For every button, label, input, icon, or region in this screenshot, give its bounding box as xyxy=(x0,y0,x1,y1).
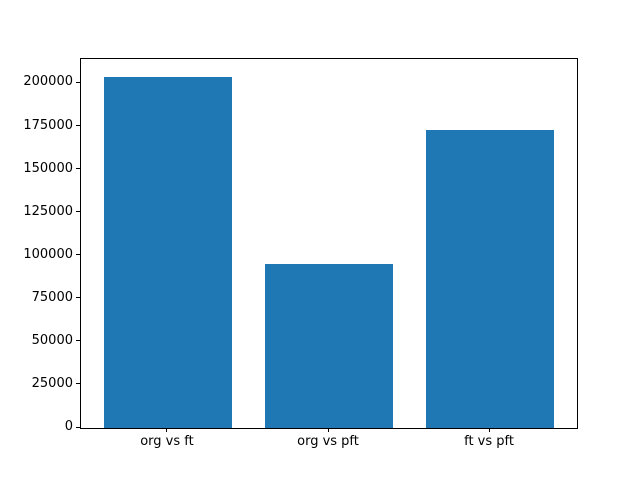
y-tick-mark xyxy=(76,426,80,428)
y-tick-mark xyxy=(76,125,80,127)
x-tick-label: ft vs pft xyxy=(464,434,514,449)
y-tick-mark xyxy=(76,383,80,385)
y-tick-label: 175000 xyxy=(23,117,73,133)
plot-area xyxy=(80,58,578,429)
y-tick-label: 25000 xyxy=(31,375,73,391)
y-tick-label: 125000 xyxy=(23,203,73,219)
y-tick-mark xyxy=(76,297,80,299)
bar-org-vs-pft xyxy=(264,264,394,428)
y-tick-label: 75000 xyxy=(31,289,73,305)
x-tick-mark xyxy=(166,428,168,432)
y-tick-label: 200000 xyxy=(23,74,73,90)
bar-ft-vs-pft xyxy=(425,129,555,428)
y-tick-mark xyxy=(76,81,80,83)
x-tick-mark xyxy=(327,428,329,432)
y-tick-mark xyxy=(76,340,80,342)
y-tick-label: 0 xyxy=(64,419,73,434)
x-tick-label: org vs pft xyxy=(297,434,359,449)
y-tick-label: 150000 xyxy=(23,160,73,176)
x-tick-label: org vs ft xyxy=(140,434,194,449)
bar-org-vs-ft xyxy=(103,76,233,428)
y-tick-mark xyxy=(76,254,80,256)
x-tick-mark xyxy=(488,428,490,432)
y-tick-label: 100000 xyxy=(23,246,73,262)
y-tick-mark xyxy=(76,211,80,213)
y-tick-mark xyxy=(76,168,80,170)
y-tick-label: 50000 xyxy=(31,332,73,348)
